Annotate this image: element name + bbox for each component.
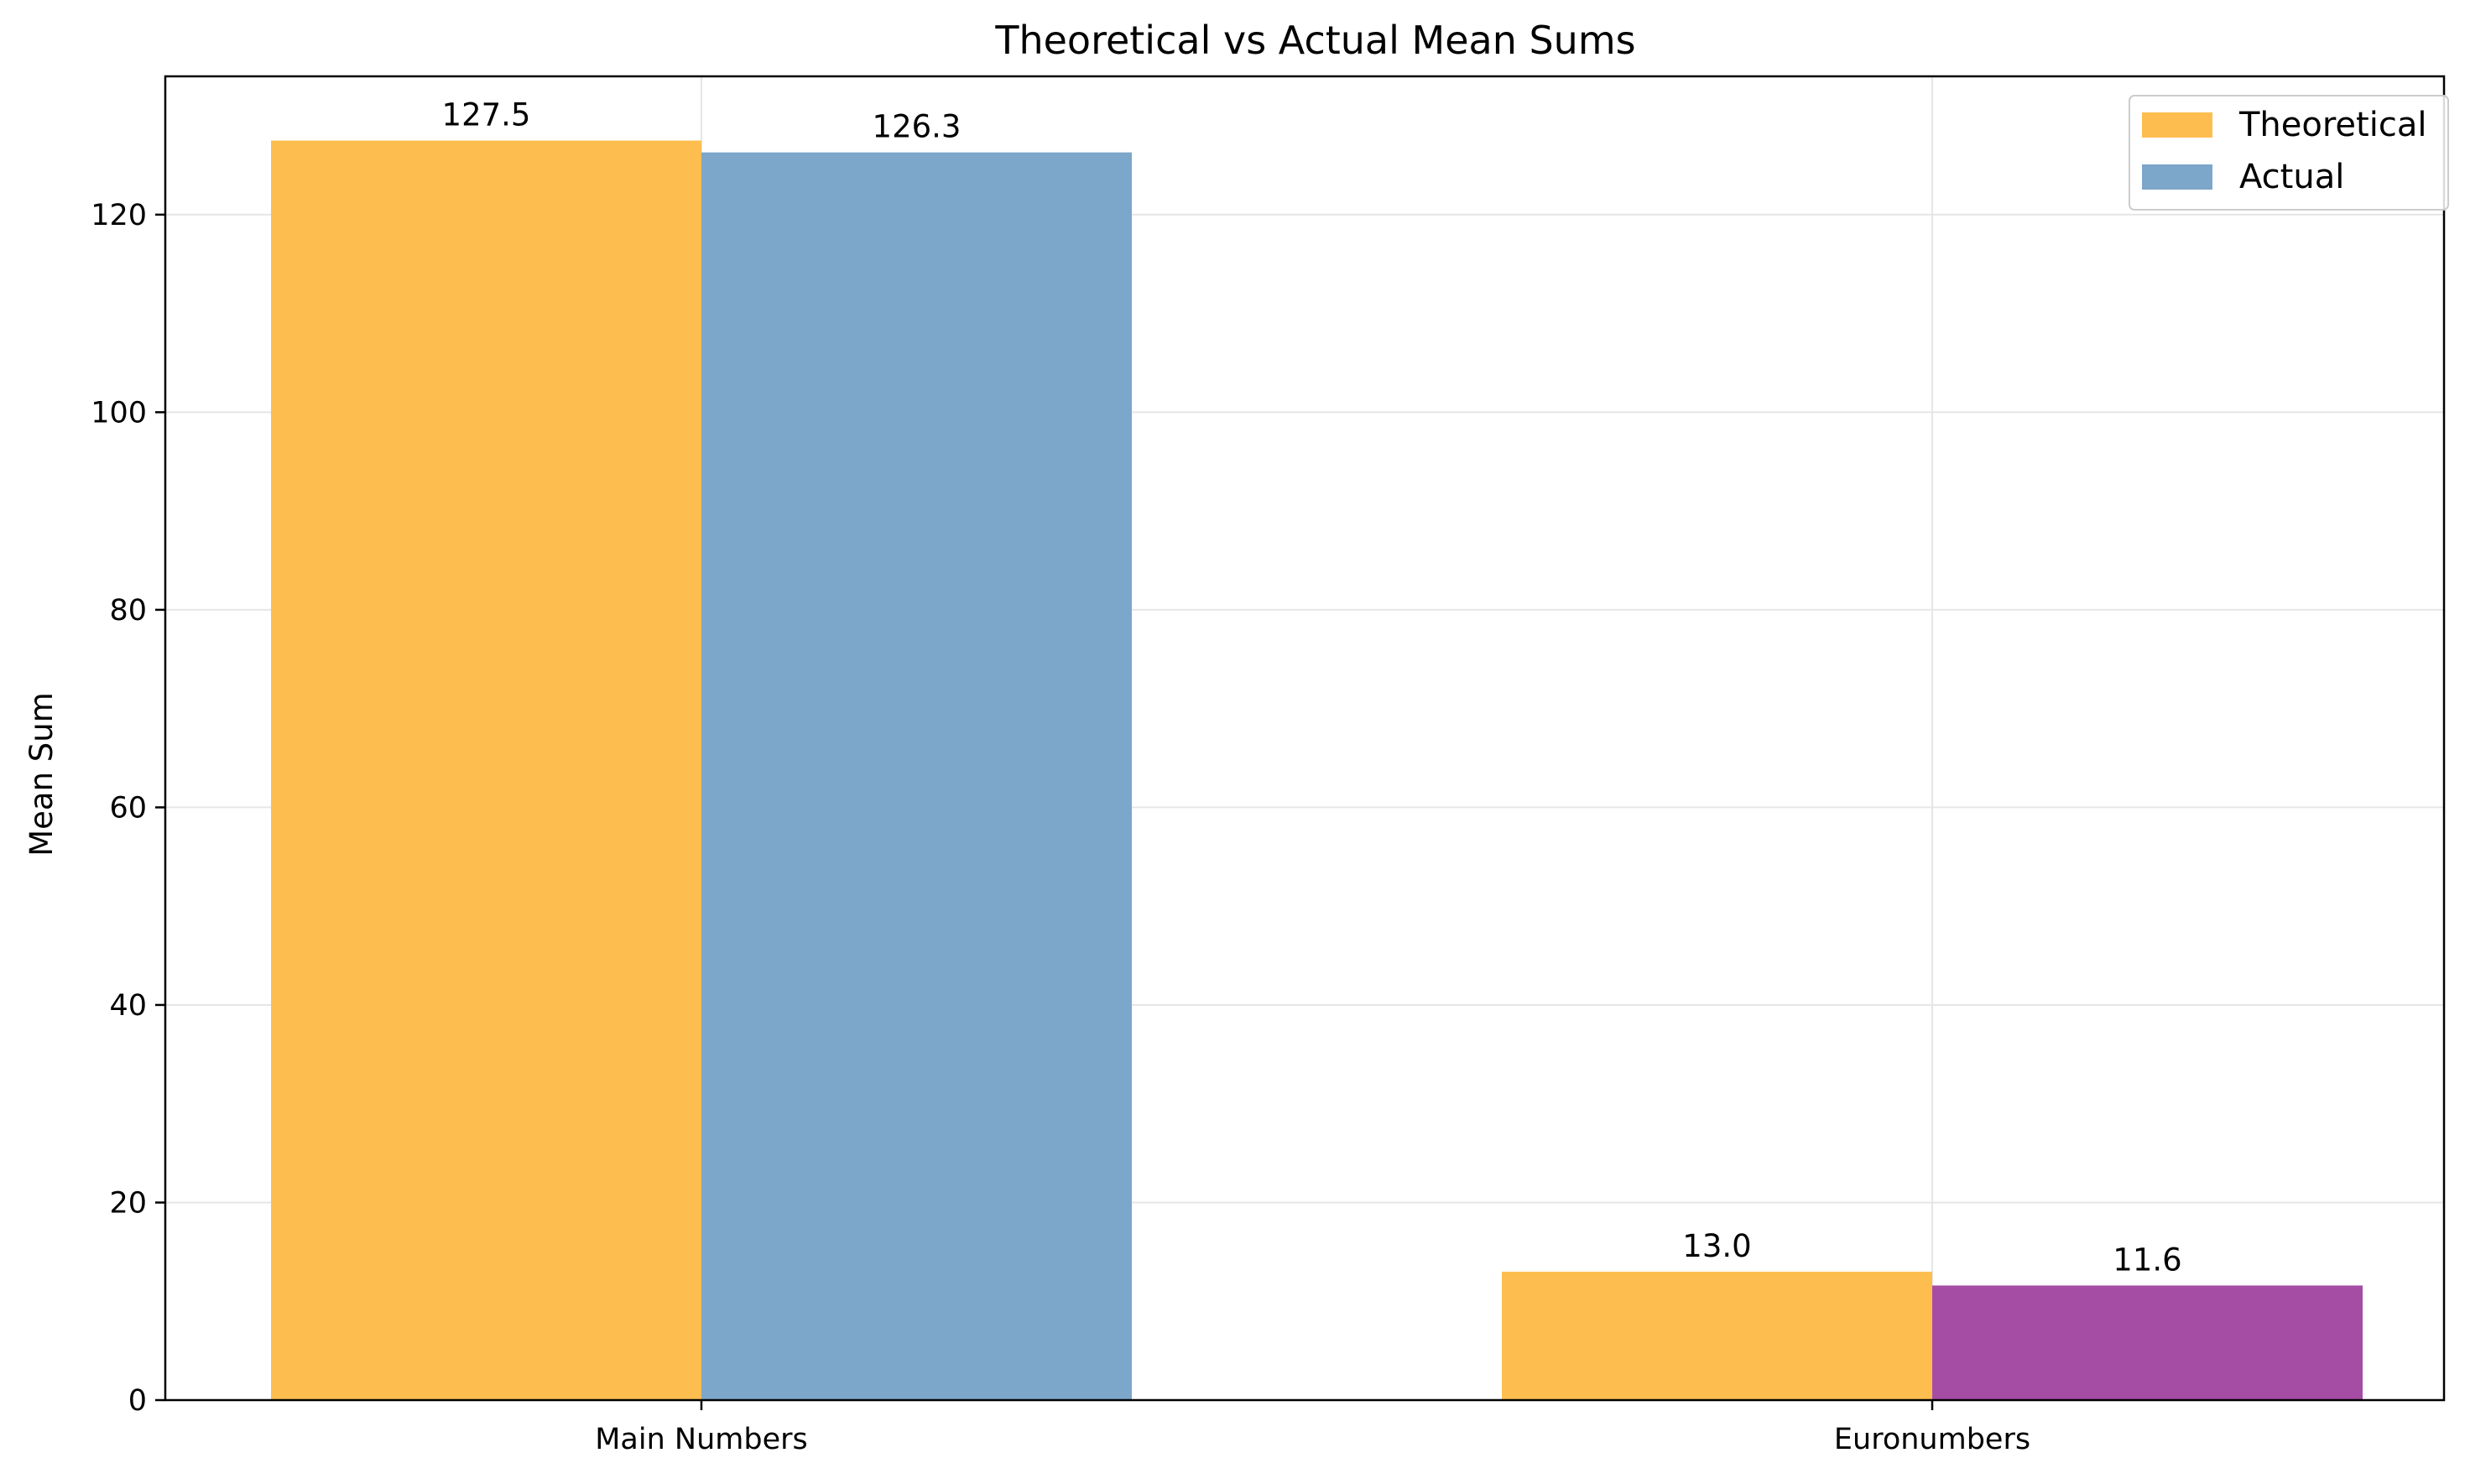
- y-tick-label: 100: [91, 396, 147, 430]
- bar-theoretical: [271, 140, 701, 1400]
- bar-theoretical: [1502, 1271, 1932, 1400]
- x-tick-label: Euronumbers: [1834, 1423, 2030, 1456]
- y-tick-label: 80: [109, 594, 147, 627]
- data-label: 11.6: [2113, 1242, 2181, 1278]
- data-label: 126.3: [873, 109, 961, 145]
- plot-frame: [164, 75, 2446, 1402]
- y-tick-label: 0: [128, 1384, 147, 1418]
- data-label: 13.0: [1682, 1228, 1751, 1264]
- bar-actual: [701, 152, 1132, 1400]
- y-tick-label: 40: [109, 989, 147, 1023]
- legend-swatch: [2142, 112, 2212, 138]
- y-tick-label: 120: [91, 199, 147, 232]
- y-axis-title: Mean Sum: [23, 692, 60, 857]
- data-label: 127.5: [442, 97, 531, 133]
- y-tick-label: 20: [109, 1186, 147, 1220]
- x-tick-label: Main Numbers: [595, 1423, 808, 1456]
- legend-label: Theoretical: [2238, 106, 2426, 144]
- legend: Theoretical Actual: [2129, 95, 2449, 211]
- bar-actual: [1932, 1285, 2363, 1400]
- y-tick-label: 60: [109, 791, 147, 825]
- data-labels: 127.5 13.0 126.3 11.6: [442, 97, 2182, 1278]
- legend-label: Actual: [2239, 158, 2344, 196]
- legend-swatch: [2142, 164, 2212, 190]
- bars: [271, 140, 2363, 1400]
- axes: 0 20 40 60 80 100 120 Main Numbers Euronumbers: [91, 199, 2030, 1456]
- chart-title: Theoretical vs Actual Mean Sums: [994, 18, 1635, 63]
